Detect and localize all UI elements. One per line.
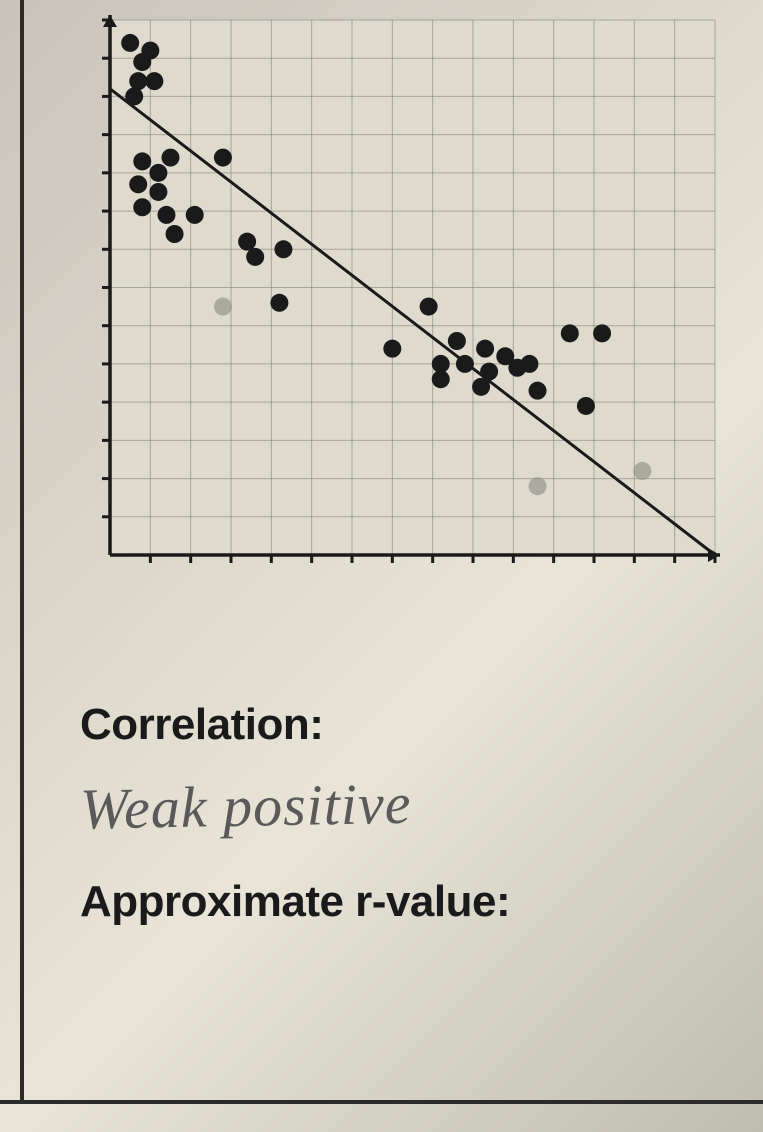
worksheet-page: Correlation: Weak positive Approximate r… (0, 0, 763, 1132)
rvalue-label: Approximate r-value: (80, 877, 720, 927)
correlation-answer: Weak positive (79, 764, 720, 842)
answer-block: Correlation: Weak positive Approximate r… (80, 700, 720, 927)
correlation-label: Correlation: (80, 700, 720, 750)
cell-bottom-border (0, 1100, 763, 1104)
scatter-chart (65, 10, 725, 590)
chart-svg (65, 10, 725, 590)
cell-left-border (20, 0, 24, 1100)
